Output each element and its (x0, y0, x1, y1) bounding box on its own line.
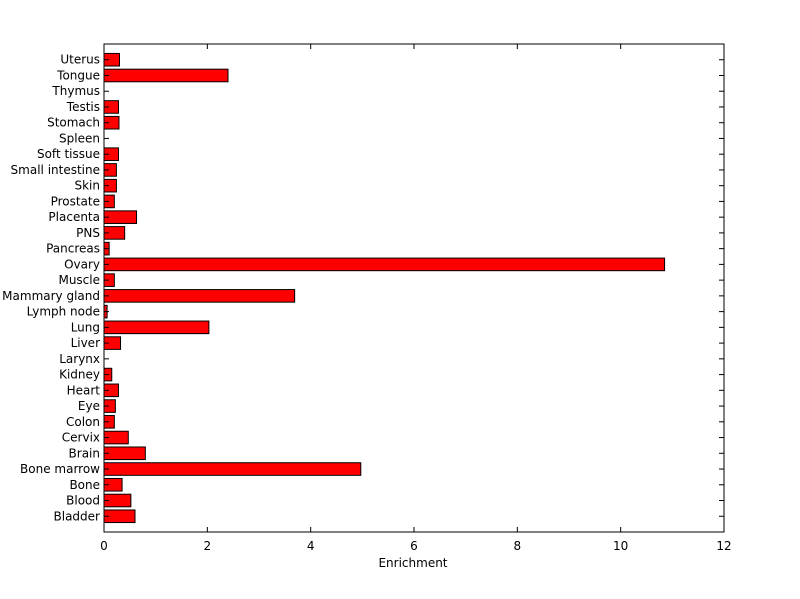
y-tick-label: Kidney (59, 368, 100, 382)
x-tick-label: 8 (514, 539, 522, 553)
x-tick-label: 2 (204, 539, 212, 553)
y-tick-label: Colon (66, 415, 100, 429)
y-tick-label: Cervix (62, 431, 100, 445)
x-tick-label: 6 (410, 539, 418, 553)
y-tick-label: Bladder (54, 509, 101, 523)
y-tick-label: Ovary (64, 257, 100, 271)
y-tick-label: Pancreas (46, 242, 100, 256)
bar-tongue (103, 68, 229, 83)
y-tick-label: Muscle (58, 273, 100, 287)
x-tick-label: 4 (307, 539, 315, 553)
y-tick-label: Liver (71, 336, 101, 350)
y-tick-label: Soft tissue (37, 147, 100, 161)
y-tick-label: Small intestine (11, 163, 100, 177)
bar-mammary-gland (103, 289, 296, 303)
y-tick-label: Stomach (47, 116, 100, 130)
y-tick-label: Testis (66, 100, 100, 114)
bars-group (103, 52, 666, 524)
x-axis-label: Enrichment (378, 556, 447, 570)
y-tick-label: Brain (69, 446, 100, 460)
x-tick-label: 12 (716, 539, 731, 553)
y-tick-label: Lymph node (27, 305, 100, 319)
y-tick-label: PNS (76, 226, 100, 240)
plot-frame (103, 43, 725, 533)
y-tick-label: Blood (66, 494, 100, 508)
y-tick-label: Lung (71, 320, 100, 334)
y-tick-label: Thymus (51, 84, 100, 98)
bar-brain (103, 446, 146, 461)
bar-ovary (103, 257, 666, 272)
y-tick-label: Larynx (59, 352, 100, 366)
y-tick-label: Spleen (59, 131, 100, 145)
y-tick-label: Placenta (48, 210, 100, 224)
y-tick-label: Eye (78, 399, 100, 413)
y-tick-label: Tongue (56, 68, 100, 82)
y-tick-label: Mammary gland (2, 289, 100, 303)
y-tick-label: Heart (67, 383, 101, 397)
bar-lung (103, 320, 210, 335)
y-tick-label: Prostate (51, 194, 100, 208)
x-tick-label: 10 (613, 539, 628, 553)
y-tick-label: Bone (69, 478, 100, 492)
plot-area (104, 44, 724, 532)
y-tick-label: Bone marrow (20, 462, 100, 476)
bar-bone-marrow (103, 462, 362, 476)
y-tick-label: Uterus (60, 53, 100, 67)
y-tick-label: Skin (74, 179, 100, 193)
x-tick-label: 0 (100, 539, 108, 553)
